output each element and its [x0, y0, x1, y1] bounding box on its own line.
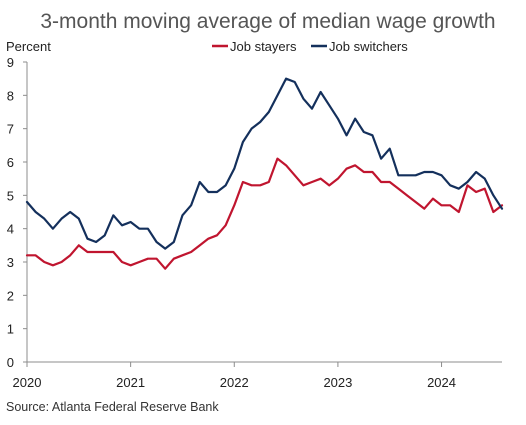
- legend: Job stayers Job switchers: [212, 39, 408, 54]
- legend-label-0: Job stayers: [230, 39, 297, 54]
- y-tick-label: 5: [7, 188, 14, 203]
- x-tick-label: 2020: [13, 375, 42, 390]
- y-tick-label: 8: [7, 88, 14, 103]
- x-tick-label: 2023: [323, 375, 352, 390]
- y-tick-label: 3: [7, 255, 14, 270]
- x-tick-label: 2021: [116, 375, 145, 390]
- series-line-job-switchers: [25, 77, 504, 250]
- source-note: Source: Atlanta Federal Reserve Bank: [6, 400, 219, 414]
- y-tick-label: 2: [7, 288, 14, 303]
- y-axis-label: Percent: [6, 39, 51, 54]
- y-tick-label: 9: [7, 55, 14, 70]
- legend-item-1: Job switchers: [311, 39, 408, 54]
- axes: 0 1 2 3 4 5 6 7 8 9 2020 2021 2022 2023 2024: [7, 55, 502, 390]
- y-tick-label: 6: [7, 155, 14, 170]
- y-tick-label: 1: [7, 322, 14, 337]
- series-line-job-stayers: [25, 157, 504, 270]
- x-tick-label: 2024: [427, 375, 456, 390]
- legend-item-0: Job stayers: [212, 39, 297, 54]
- y-tick-label: 7: [7, 122, 14, 137]
- legend-label-1: Job switchers: [329, 39, 408, 54]
- y-tick-label: 0: [7, 355, 14, 370]
- series-lines: [25, 77, 504, 270]
- y-tick-label: 4: [7, 222, 14, 237]
- x-tick-label: 2022: [220, 375, 249, 390]
- chart-title: 3-month moving average of median wage gr…: [40, 10, 495, 33]
